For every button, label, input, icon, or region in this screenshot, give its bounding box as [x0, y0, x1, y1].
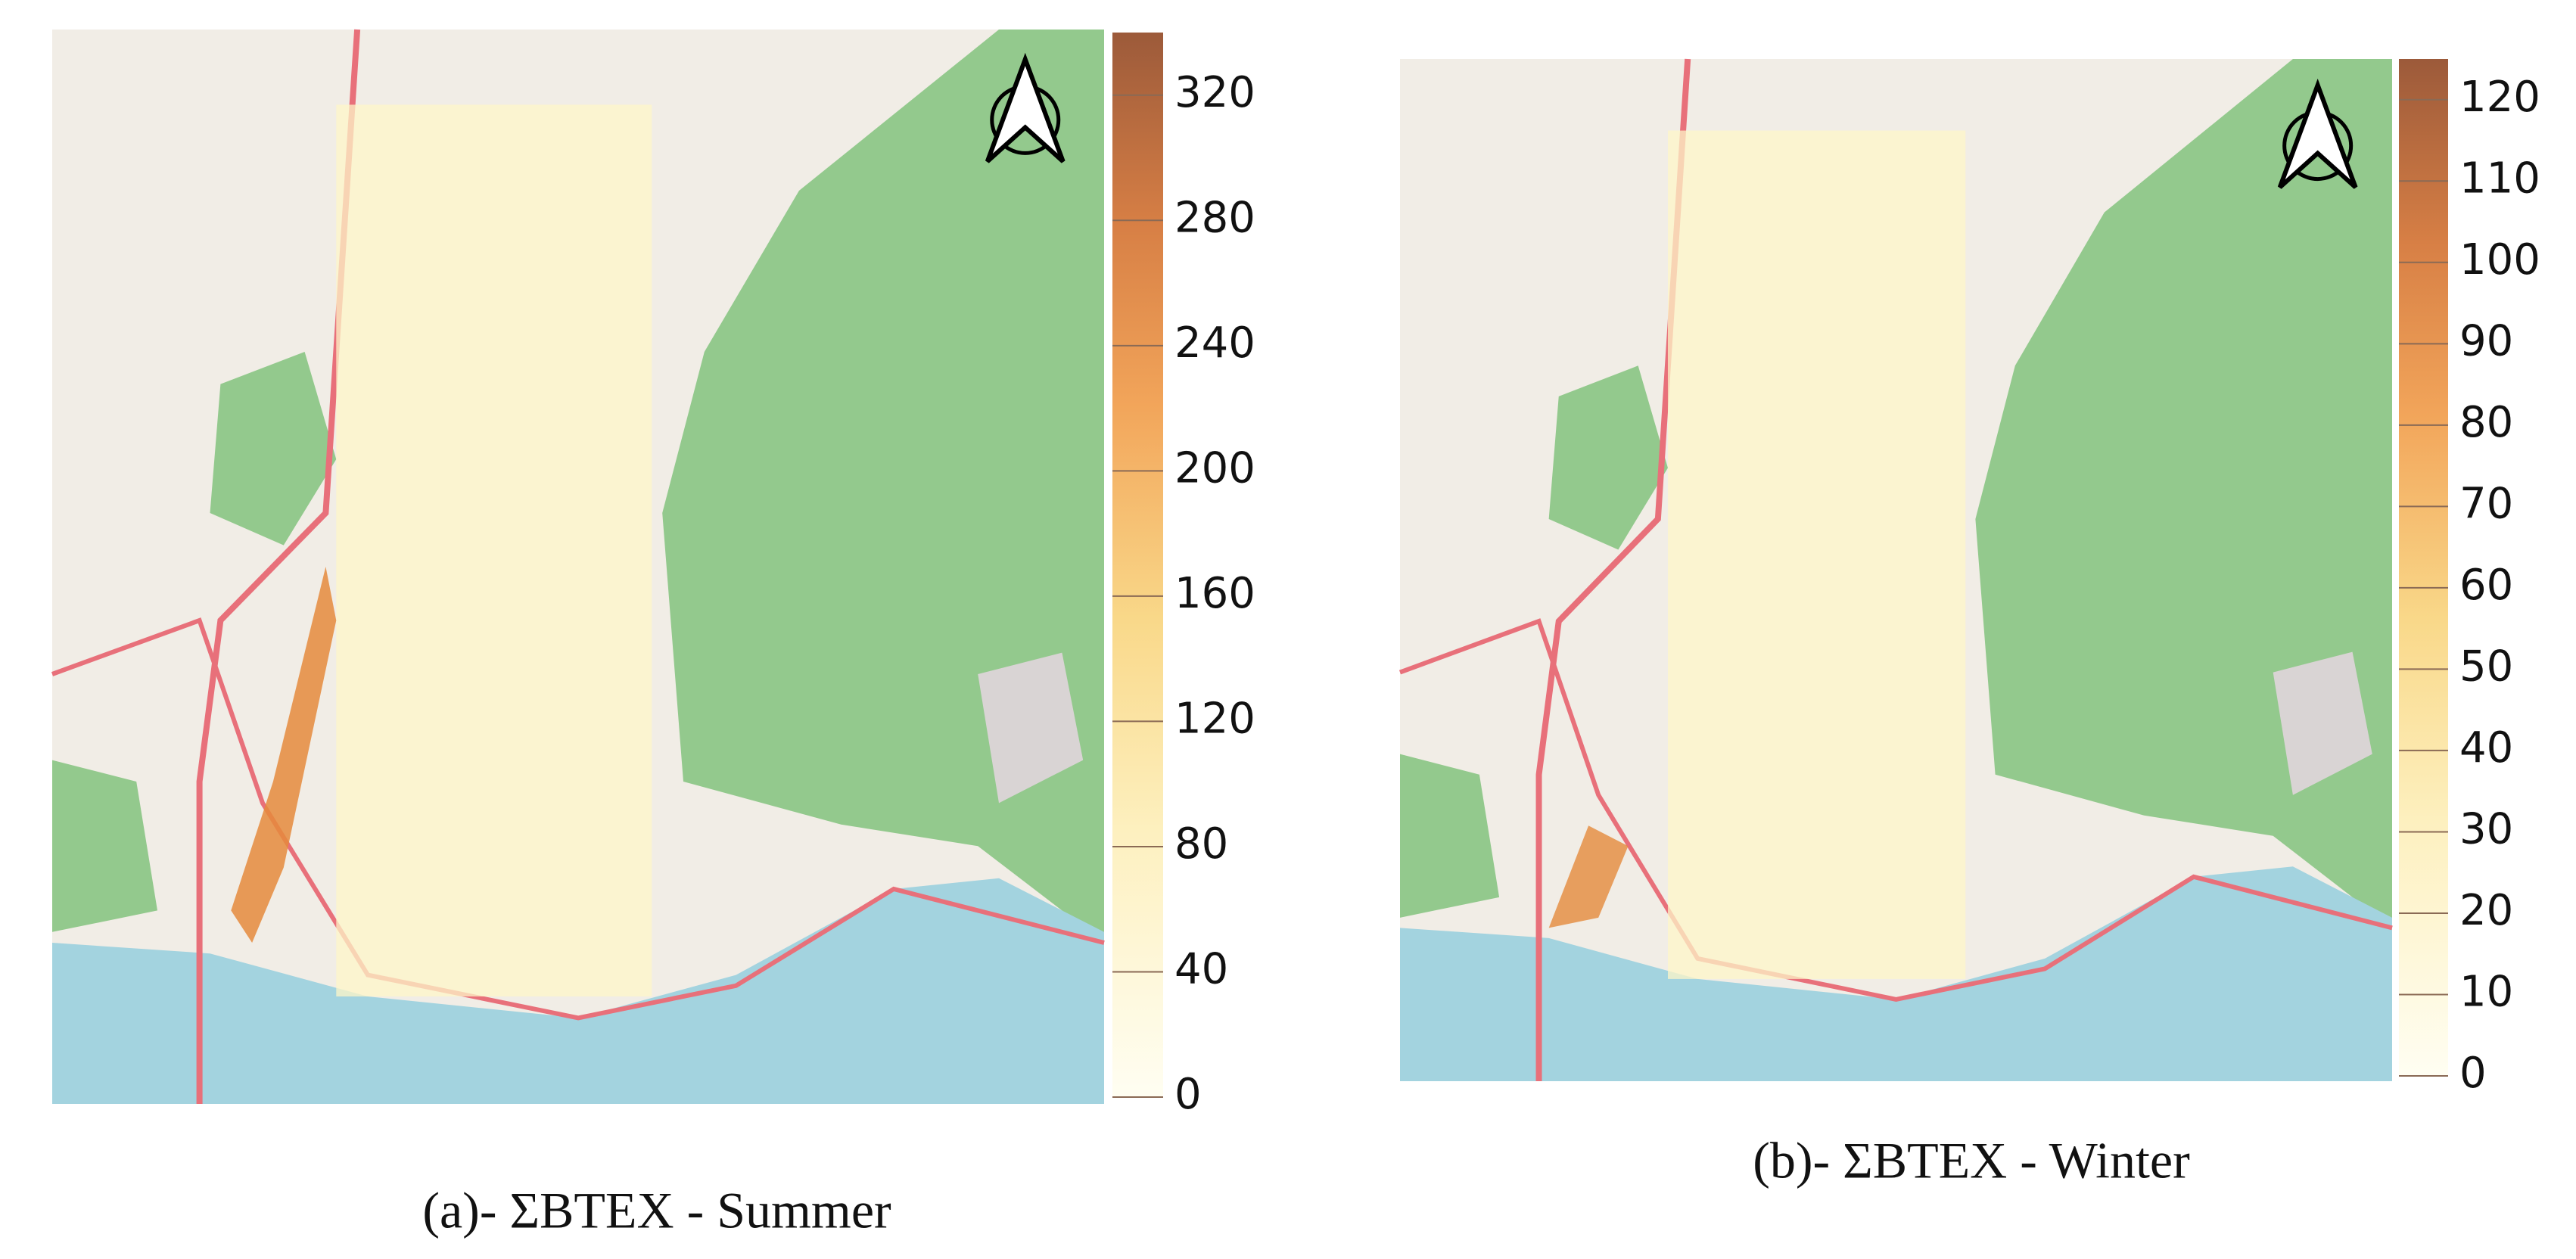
colorbar-tick-label: 10: [2459, 968, 2513, 1017]
forest: [52, 760, 157, 932]
colorbar-tick-label: 0: [1174, 1070, 1202, 1119]
colorbar-tick-label: 20: [2459, 886, 2513, 935]
colorbar-tick-label: 120: [2459, 73, 2540, 122]
north-arrow: [985, 52, 1066, 163]
colorbar: [1112, 33, 1163, 1097]
sea: [1400, 866, 2392, 1081]
map-panel: [51, 29, 1105, 1104]
panel-caption: (a)- ΣBTEX - Summer: [422, 1182, 891, 1239]
colorbar-tick-label: 320: [1174, 68, 1255, 117]
colorbar-tick-label: 80: [1174, 819, 1228, 869]
forest: [1400, 754, 1500, 918]
forest: [210, 352, 337, 546]
colorbar-tick-label: 40: [1174, 945, 1228, 994]
sea: [52, 878, 1104, 1104]
plume: [1548, 825, 1629, 928]
colorbar-tick-label: 40: [2459, 723, 2513, 772]
road: [1398, 618, 2393, 1002]
colorbar-tick-label: 90: [2459, 316, 2513, 365]
north-arrow: [2277, 78, 2358, 189]
urban: [978, 652, 1084, 804]
colorbar-tick-label: 60: [2459, 561, 2513, 610]
plume: [231, 567, 337, 943]
concentration-overlay: [1667, 130, 1966, 979]
colorbar-tick-label: 30: [2459, 805, 2513, 854]
colorbar-tick-label: 120: [1174, 695, 1255, 744]
colorbar-tick-label: 80: [2459, 398, 2513, 447]
colorbar-tick-label: 240: [1174, 319, 1255, 368]
colorbar-tick-label: 110: [2459, 154, 2540, 203]
urban: [2273, 651, 2372, 795]
panel-caption: (b)- ΣBTEX - Winter: [1753, 1132, 2190, 1189]
colorbar-tick-label: 160: [1174, 569, 1255, 618]
colorbar-tick-label: 100: [2459, 235, 2540, 284]
colorbar-tick-label: 0: [2459, 1049, 2487, 1098]
colorbar-tick-label: 200: [1174, 443, 1255, 493]
colorbar-tick-label: 50: [2459, 642, 2513, 692]
concentration-overlay: [336, 104, 652, 996]
colorbar-tick-label: 280: [1174, 193, 1255, 242]
colorbar: [2399, 59, 2448, 1076]
forest: [1548, 365, 1668, 550]
map-panel: [1398, 58, 2393, 1081]
colorbar-tick-label: 70: [2459, 480, 2513, 529]
